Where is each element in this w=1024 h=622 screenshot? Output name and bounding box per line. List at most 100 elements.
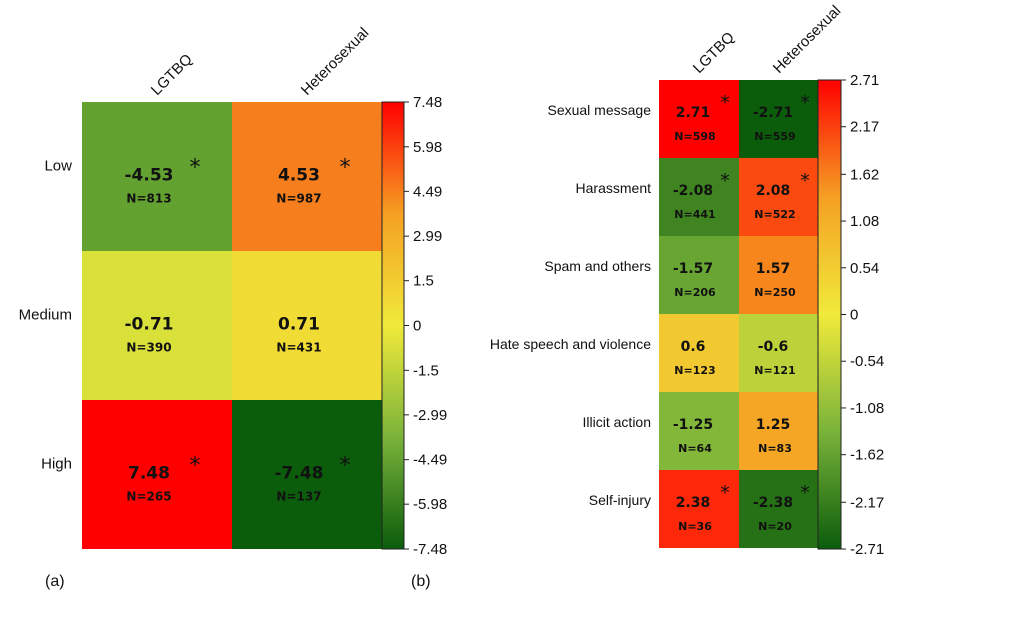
heatmap-cell: [659, 236, 739, 314]
colorbar-tick-label: -5.98: [413, 496, 447, 513]
cell-n-label: N=83: [758, 442, 792, 455]
heatmap-cell: [739, 80, 819, 158]
cell-value-label: 7.48: [128, 464, 170, 484]
row-label: Self-injury: [589, 492, 651, 508]
cell-n-label: N=813: [126, 192, 171, 206]
cell-n-label: N=987: [276, 192, 321, 206]
heatmap-cell: [739, 470, 819, 548]
column-label: LGTBQ: [148, 51, 196, 99]
significance-star: *: [800, 92, 810, 114]
heatmap-cell: [232, 102, 382, 251]
cell-value-label: -0.71: [125, 315, 174, 335]
cell-n-label: N=137: [276, 490, 321, 504]
colorbar-tick-label: 0: [413, 318, 421, 335]
column-label: Heterosexual: [770, 2, 845, 77]
significance-star: *: [190, 156, 201, 181]
cell-n-label: N=64: [678, 442, 712, 455]
significance-star: *: [800, 170, 810, 192]
cell-value-label: 2.71: [676, 105, 711, 121]
heatmap-cell: [739, 236, 819, 314]
cell-value-label: 2.38: [676, 495, 711, 511]
colorbar: [381, 101, 405, 550]
cell-value-label: -1.57: [673, 261, 713, 277]
cell-value-label: -2.08: [673, 183, 713, 199]
colorbar-tick-label: -2.71: [850, 541, 884, 558]
colorbar-tick-label: -1.08: [850, 400, 884, 417]
heatmap-cell: [659, 392, 739, 470]
colorbar-tick-label: -7.48: [413, 541, 447, 558]
cell-value-label: 2.08: [756, 183, 791, 199]
colorbar-tick-label: -2.17: [850, 494, 884, 511]
colorbar-tick-label: 7.48: [413, 94, 442, 111]
row-label: Medium: [19, 307, 72, 324]
cell-value-label: -7.48: [275, 464, 324, 484]
heatmap-cell: [739, 314, 819, 392]
cell-n-label: N=121: [754, 364, 795, 377]
colorbar-tick-label: -2.99: [413, 407, 447, 424]
heatmap-cell: [739, 158, 819, 236]
heatmap-cell: [659, 314, 739, 392]
cell-value-label: -0.6: [758, 339, 789, 355]
colorbar-tick-label: 2.71: [850, 72, 879, 89]
row-label: Harassment: [576, 180, 652, 196]
row-label: Sexual message: [547, 102, 651, 118]
cell-value-label: 0.6: [681, 339, 706, 355]
cell-n-label: N=441: [674, 208, 715, 221]
cell-value-label: -2.38: [753, 495, 793, 511]
heatmap-panel-b: 2.71 N=598 * -2.71 N=559 * -2.08 N=441 * 2.08 N=52…: [490, 2, 884, 558]
colorbar-tick-label: 0: [850, 307, 858, 324]
cell-n-label: N=265: [126, 490, 171, 504]
row-label: High: [41, 456, 72, 473]
cell-value-label: -2.71: [753, 105, 793, 121]
heatmap-cell: [82, 400, 232, 549]
cell-n-label: N=598: [674, 130, 715, 143]
cell-value-label: -1.25: [673, 417, 713, 433]
significance-star: *: [800, 482, 810, 504]
row-label: Spam and others: [544, 258, 651, 274]
cell-n-label: N=206: [674, 286, 716, 299]
cell-n-label: N=123: [674, 364, 715, 377]
cell-value-label: 1.57: [756, 261, 791, 277]
cell-n-label: N=559: [754, 130, 795, 143]
heatmap-cell: [82, 102, 232, 251]
significance-star: *: [720, 170, 730, 192]
colorbar-tick-label: 1.5: [413, 273, 434, 290]
colorbar-tick-label: 1.08: [850, 213, 879, 230]
colorbar-tick-label: 4.49: [413, 183, 442, 200]
cell-value-label: 4.53: [278, 166, 320, 186]
significance-star: *: [720, 92, 730, 114]
cell-value-label: -4.53: [125, 166, 174, 186]
heatmap-panel-a: -4.53 N=813 * 4.53 N=987 * -0.71 N=390 0.71 N=431…: [19, 24, 448, 558]
heatmap-cell: [659, 80, 739, 158]
heatmap-cell: [232, 400, 382, 549]
heatmap-cell: [659, 158, 739, 236]
column-label: Heterosexual: [298, 24, 373, 99]
row-label: Illicit action: [583, 414, 651, 430]
cell-n-label: N=390: [126, 341, 171, 355]
colorbar-tick-label: -1.5: [413, 362, 439, 379]
colorbar: [817, 79, 842, 550]
colorbar-tick-label: -1.62: [850, 447, 884, 464]
colorbar-tick-label: 0.54: [850, 260, 879, 277]
significance-star: *: [340, 156, 351, 181]
cell-n-label: N=36: [678, 520, 712, 533]
column-label: LGTBQ: [690, 29, 738, 77]
colorbar-tick-label: 2.99: [413, 228, 442, 245]
heatmap-cell: [82, 251, 232, 400]
row-label: Low: [44, 158, 72, 175]
heatmap-cell: [659, 470, 739, 548]
significance-star: *: [190, 454, 201, 479]
cell-n-label: N=20: [758, 520, 792, 533]
colorbar-tick-label: 1.62: [850, 166, 879, 183]
cell-value-label: 0.71: [278, 315, 320, 335]
colorbar-tick-label: -4.49: [413, 452, 447, 469]
colorbar-tick-label: 5.98: [413, 139, 442, 156]
row-label: Hate speech and violence: [490, 336, 651, 352]
heatmap-cell: [232, 251, 382, 400]
colorbar-tick-label: 2.17: [850, 119, 879, 136]
colorbar-tick-label: -0.54: [850, 353, 884, 370]
panel-label-b: (b): [411, 573, 431, 590]
cell-value-label: 1.25: [756, 417, 791, 433]
cell-n-label: N=522: [754, 208, 795, 221]
